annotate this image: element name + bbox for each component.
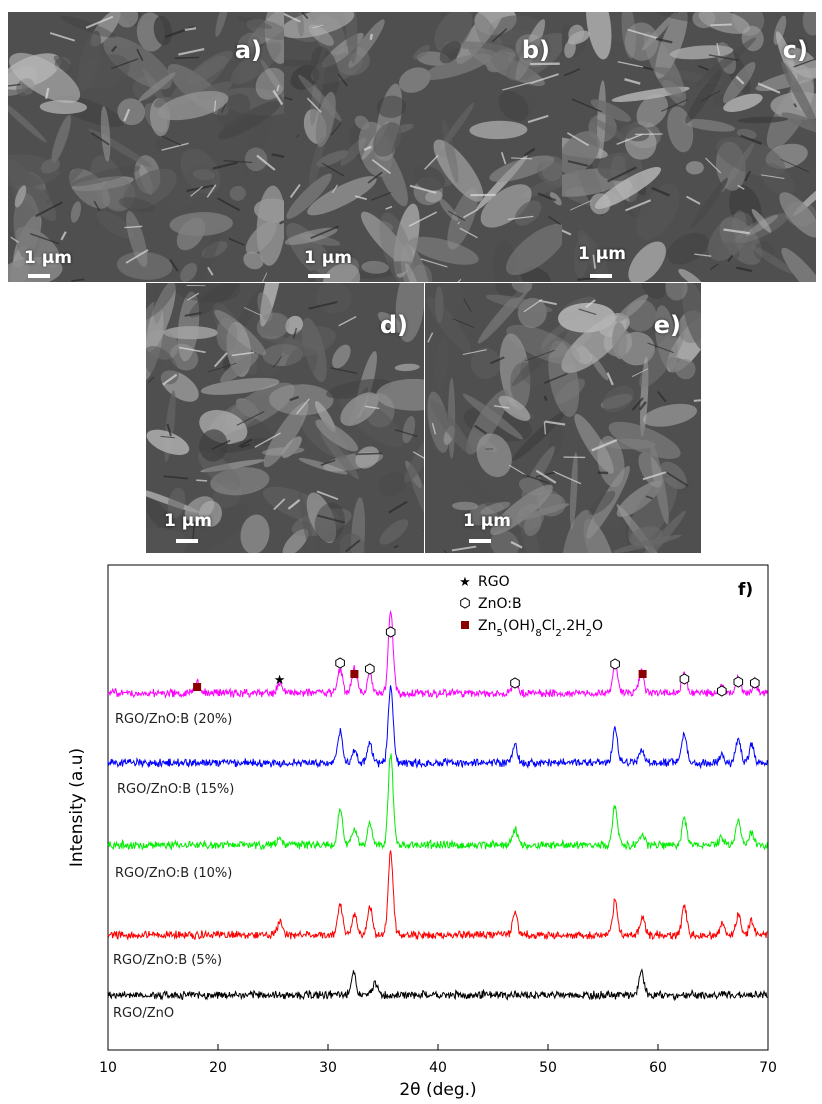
- series-line: [108, 612, 767, 698]
- hexagon-marker: [734, 677, 743, 687]
- square-marker: [193, 683, 201, 691]
- series-label: RGO/ZnO:B (5%): [113, 953, 222, 968]
- hexagon-marker: [680, 674, 689, 684]
- legend-label: ZnO:B: [478, 596, 522, 612]
- sem-panel-a: a) 1 µm: [8, 12, 284, 282]
- panel-label-b: b): [522, 36, 550, 64]
- sem-texture-b: [284, 12, 562, 282]
- sem-panel-e: e) 1 µm: [425, 283, 701, 553]
- panel-label-f: f): [738, 580, 753, 600]
- legend-label: Zn5(OH)8Cl2.2H2O: [478, 618, 603, 639]
- square-marker: [639, 670, 647, 678]
- legend-label: RGO: [478, 574, 510, 590]
- panel-label-d: d): [380, 311, 408, 339]
- scale-label-c: 1 µm: [578, 244, 626, 264]
- panel-label-a: a): [235, 36, 262, 64]
- hexagon-marker: [336, 658, 345, 668]
- scale-bar-d: [176, 539, 198, 543]
- legend-hexagon-icon: [461, 598, 470, 608]
- xrd-chart: 10 20 30 40 50 60 70 2θ (deg.) Intensity (a.u) f)…: [0, 555, 822, 1100]
- panel-label-c: c): [783, 36, 808, 64]
- y-axis-label: Intensity (a.u): [67, 748, 87, 867]
- sem-panel-b: b) 1 µm: [284, 12, 562, 282]
- star-marker: ★: [274, 673, 286, 688]
- xrd-chart-svg: 10 20 30 40 50 60 70 2θ (deg.) Intensity (a.u) f)…: [0, 555, 822, 1100]
- legend-star-icon: ★: [459, 575, 471, 590]
- sem-panel-c: c) 1 µm: [562, 12, 816, 282]
- series-line: [108, 753, 767, 849]
- x-tick-label: 50: [539, 1060, 557, 1076]
- x-tick-label: 60: [649, 1060, 667, 1076]
- series-label: RGO/ZnO:B (10%): [115, 866, 232, 881]
- hexagon-marker: [718, 686, 727, 696]
- hexagon-marker: [386, 627, 395, 637]
- x-tick-label: 40: [429, 1060, 447, 1076]
- x-axis-label: 2θ (deg.): [399, 1080, 476, 1100]
- hexagon-marker: [751, 678, 760, 688]
- scale-bar-b: [308, 274, 330, 278]
- scale-bar-a: [28, 274, 50, 278]
- scale-label-a: 1 µm: [24, 248, 72, 268]
- scale-label-e: 1 µm: [463, 511, 511, 531]
- hexagon-marker: [366, 664, 375, 674]
- x-tick-label: 20: [209, 1060, 227, 1076]
- sem-texture-c: [562, 12, 816, 282]
- scale-bar-e: [469, 539, 491, 543]
- plot-frame: [108, 565, 768, 1050]
- legend-square-icon: [461, 621, 469, 629]
- series-label: RGO/ZnO:B (20%): [115, 712, 232, 727]
- x-tick-label: 70: [759, 1060, 777, 1076]
- scale-label-d: 1 µm: [164, 511, 212, 531]
- scale-label-b: 1 µm: [304, 248, 352, 268]
- series-label: RGO/ZnO:B (15%): [117, 782, 234, 797]
- scale-bar-c: [590, 274, 612, 278]
- series-label: RGO/ZnO: [113, 1006, 174, 1021]
- panel-label-e: e): [654, 311, 681, 339]
- hexagon-marker: [611, 659, 620, 669]
- square-marker: [350, 670, 358, 678]
- sem-panel-d: d) 1 µm: [146, 283, 424, 553]
- series-line: [108, 970, 767, 1000]
- series-line: [108, 851, 767, 940]
- x-tick-label: 30: [319, 1060, 337, 1076]
- hexagon-marker: [511, 678, 520, 688]
- x-tick-label: 10: [99, 1060, 117, 1076]
